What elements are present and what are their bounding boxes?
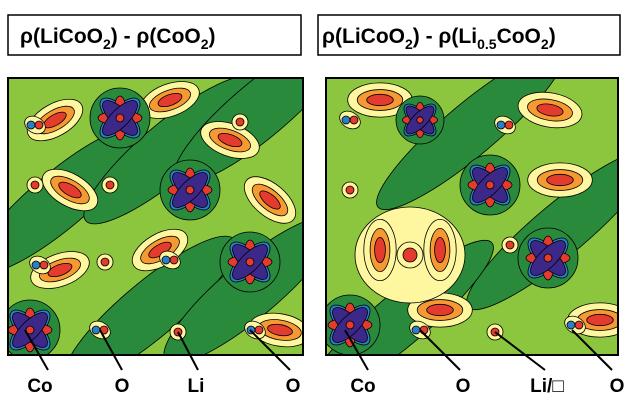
contour xyxy=(31,181,39,189)
contour xyxy=(435,237,446,262)
contour xyxy=(547,174,574,185)
contour xyxy=(27,121,35,129)
contour-map xyxy=(291,33,635,403)
panel-title: ρ(LiCoO2) - ρ(Li0.5CoO2) xyxy=(322,25,556,52)
contour xyxy=(246,258,254,266)
contour xyxy=(486,181,494,189)
contour xyxy=(506,241,514,249)
subscript: 2 xyxy=(405,36,413,52)
panel-title: ρ(LiCoO2) - ρ(CoO2) xyxy=(20,25,216,52)
subscript: 0.5 xyxy=(477,36,497,52)
contour xyxy=(544,254,552,262)
contour xyxy=(350,116,358,124)
contour xyxy=(40,261,48,269)
contour xyxy=(417,117,423,123)
contour xyxy=(116,114,124,122)
atom-label: O xyxy=(456,376,471,397)
contour xyxy=(35,121,43,129)
subscript: 2 xyxy=(201,36,209,52)
contour xyxy=(255,326,263,334)
contour xyxy=(186,186,194,194)
contour xyxy=(101,258,109,266)
subscript: 2 xyxy=(541,36,549,52)
title-text: ρ(LiCoO xyxy=(20,25,103,48)
atom-label: Li xyxy=(188,376,205,397)
title-text: ρ(LiCoO xyxy=(322,25,405,48)
contour xyxy=(575,321,583,329)
contour xyxy=(162,256,170,264)
subscript: 2 xyxy=(103,36,111,52)
contour xyxy=(106,181,114,189)
atom-label: O xyxy=(286,376,301,397)
contour xyxy=(375,237,386,262)
figure: ρ(LiCoO2) - ρ(CoO2)CoOLiOρ(LiCoO2) - ρ(L… xyxy=(0,0,635,403)
contour xyxy=(32,261,40,269)
contour xyxy=(412,326,420,334)
contour xyxy=(497,121,505,129)
title-text: CoO xyxy=(497,25,541,48)
title-text: ) xyxy=(209,25,216,48)
contour xyxy=(567,321,575,329)
contour xyxy=(346,186,354,194)
contour xyxy=(236,118,244,126)
title-text: ) - ρ(Li xyxy=(413,25,477,48)
contour-map xyxy=(0,18,362,402)
atom-label: Li/□ xyxy=(530,376,564,397)
title-text: ) xyxy=(549,25,556,48)
contour xyxy=(505,121,513,129)
contour xyxy=(403,248,417,262)
contour xyxy=(427,304,454,315)
contour xyxy=(170,256,178,264)
atom-label: Co xyxy=(27,376,52,397)
contour xyxy=(367,94,394,105)
contour xyxy=(92,326,100,334)
atom-label: O xyxy=(610,376,625,397)
atom-label: Co xyxy=(350,376,375,397)
contour xyxy=(346,321,354,329)
contour xyxy=(342,116,350,124)
contour xyxy=(587,314,614,325)
title-text: ) - ρ(CoO xyxy=(111,25,201,48)
atom-label: O xyxy=(115,376,130,397)
